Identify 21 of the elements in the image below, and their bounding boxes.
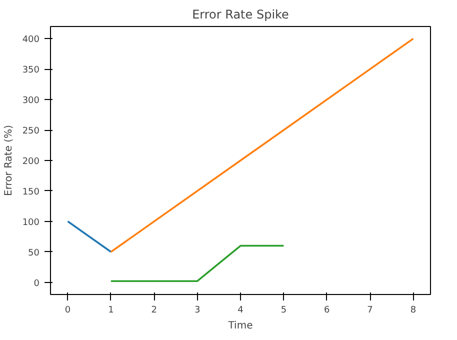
x-tick-label: 8 (410, 306, 416, 316)
x-tick-label: 1 (108, 306, 114, 316)
y-tick-label: 150 (22, 187, 40, 198)
x-tick-label: 6 (324, 306, 330, 316)
chart-title: Error Rate Spike (192, 8, 289, 22)
x-tick-label: 3 (194, 306, 200, 316)
y-tick-label: 350 (22, 66, 40, 76)
y-tick-label: 200 (22, 157, 40, 167)
x-tick-label: 4 (238, 306, 244, 316)
x-tick-label: 2 (151, 306, 158, 316)
x-tick-label: 7 (367, 306, 373, 316)
y-tick-label: 50 (28, 248, 40, 258)
y-tick-label: 250 (22, 126, 40, 137)
x-tick-label: 5 (280, 306, 287, 316)
x-axis-title: Time (227, 320, 253, 332)
y-tick-label: 400 (22, 35, 40, 46)
y-tick-label: 100 (22, 218, 40, 228)
y-tick-label: 300 (22, 96, 40, 106)
y-axis-title: Error Rate (%) (3, 124, 14, 196)
x-tick-label: 0 (64, 306, 71, 316)
y-tick-label: 0 (34, 278, 40, 289)
